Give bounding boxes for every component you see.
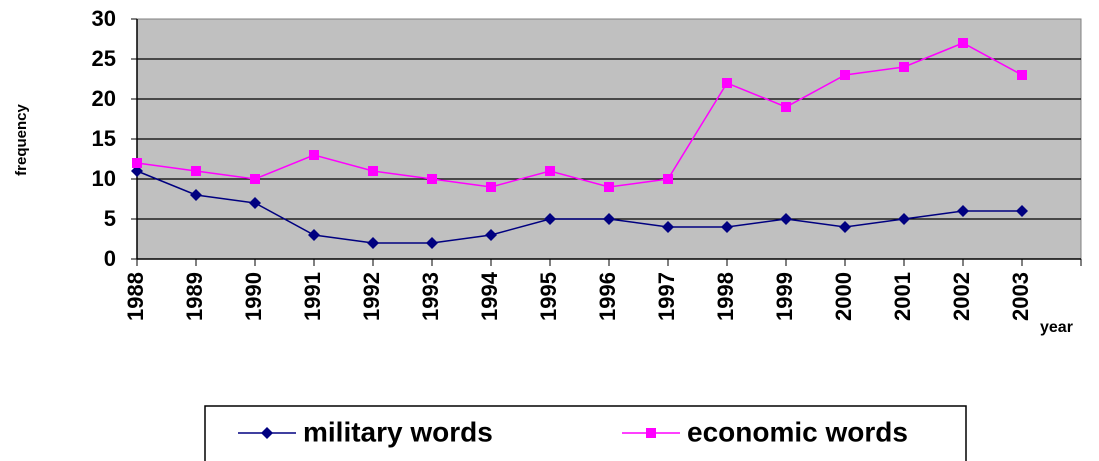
- data-point: [898, 213, 910, 225]
- data-point: [190, 189, 202, 201]
- data-point: [604, 182, 614, 192]
- y-tick-label: 5: [104, 206, 116, 231]
- x-tick-label: 1993: [418, 272, 443, 321]
- data-point: [426, 237, 438, 249]
- x-tick-label: 2002: [949, 272, 974, 321]
- x-tick-label: 2003: [1008, 272, 1033, 321]
- data-point: [603, 213, 615, 225]
- data-point: [367, 237, 379, 249]
- data-point: [780, 213, 792, 225]
- data-point: [662, 221, 674, 233]
- x-tick-label: 1998: [713, 272, 738, 321]
- data-point: [722, 78, 732, 88]
- x-tick-label: 1992: [359, 272, 384, 321]
- x-tick-label: 1999: [772, 272, 797, 321]
- data-point: [721, 221, 733, 233]
- legend-marker: [261, 427, 273, 439]
- data-point: [485, 229, 497, 241]
- series-line: [136, 42, 1023, 188]
- data-point: [840, 70, 850, 80]
- data-point: [309, 150, 319, 160]
- x-tick-label: 1989: [182, 272, 207, 321]
- legend-label: economic words: [687, 416, 908, 447]
- data-point: [958, 38, 968, 48]
- y-tick-label: 15: [92, 126, 116, 151]
- data-point: [899, 62, 909, 72]
- data-point: [308, 229, 320, 241]
- data-point: [249, 197, 261, 209]
- y-tick-label: 20: [92, 86, 116, 111]
- data-point: [427, 174, 437, 184]
- data-point: [839, 221, 851, 233]
- x-tick-label: 1991: [300, 272, 325, 321]
- data-point: [191, 166, 201, 176]
- data-point: [1017, 70, 1027, 80]
- x-tick-label: 1996: [595, 272, 620, 321]
- legend-label: military words: [303, 416, 493, 447]
- data-point: [250, 174, 260, 184]
- data-point: [368, 166, 378, 176]
- data-point: [486, 182, 496, 192]
- y-tick-label: 30: [92, 6, 116, 31]
- x-tick-label: 1995: [536, 272, 561, 321]
- x-tick-label: 1994: [477, 271, 502, 321]
- legend-box: [204, 405, 967, 461]
- x-axis-label: year: [1040, 319, 1073, 336]
- series-line: [136, 170, 1022, 244]
- data-point: [781, 102, 791, 112]
- data-point: [957, 205, 969, 217]
- data-point: [1016, 205, 1028, 217]
- x-tick-label: 2001: [890, 272, 915, 321]
- y-tick-label: 10: [92, 166, 116, 191]
- x-tick-label: 1990: [241, 272, 266, 321]
- x-tick-label: 1988: [123, 272, 148, 321]
- y-tick-label: 0: [104, 246, 116, 271]
- x-tick-label: 1997: [654, 272, 679, 321]
- x-tick-label: 2000: [831, 272, 856, 321]
- y-axis-label: frequency: [13, 104, 30, 176]
- data-point: [545, 166, 555, 176]
- y-tick-label: 25: [92, 46, 116, 71]
- data-point: [544, 213, 556, 225]
- legend-marker: [646, 428, 656, 438]
- data-point: [663, 174, 673, 184]
- data-point: [132, 158, 142, 168]
